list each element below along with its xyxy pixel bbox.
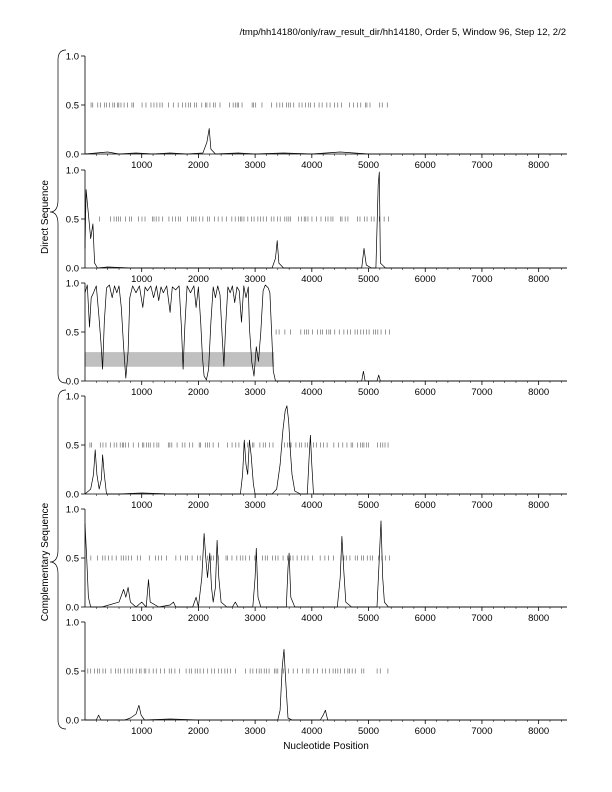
y-tick-label: 1.0: [66, 279, 79, 290]
panel-1: 0.0 0.5 1.0 1000 2000 3000 4000 5000 6000 7000 800…: [66, 52, 567, 171]
x-tick-label: 7000: [471, 160, 492, 171]
y-tick-label: 0.0: [66, 264, 79, 275]
y-tick-label: 0.5: [66, 667, 79, 678]
y-tick-label: 0.5: [66, 328, 79, 339]
panel-2: 0.0 0.5 1.0 1000 2000 3000 4000 5000 6000 7000 800…: [66, 166, 567, 285]
series-line: [84, 171, 567, 269]
x-tick-label: 5000: [358, 613, 379, 624]
chart-panels: 0.0 0.5 1.0 1000 2000 3000 4000 5000 6000 7000 800…: [66, 52, 567, 737]
x-tick-label: 8000: [528, 500, 549, 511]
group-brackets: [49, 49, 67, 730]
x-tick-label: 8000: [528, 160, 549, 171]
complementary-sequence-label: Complementary Sequence: [40, 502, 51, 621]
x-tick-label: 5000: [358, 160, 379, 171]
y-tick-label: 1.0: [66, 166, 79, 177]
panel-6: 0.0 0.5 1.0 1000 2000 3000 4000 5000 6000 7000 800…: [66, 618, 567, 737]
x-tick-label: 7000: [471, 500, 492, 511]
x-tick-label: 8000: [528, 274, 549, 285]
y-tick-label: 0.0: [66, 603, 79, 614]
x-tick-label: 3000: [245, 274, 266, 285]
panel-3: 0.0 0.5 1.0 1000 2000 3000 4000 5000 6000 7000 800…: [66, 279, 567, 398]
y-tick-label: 0.0: [66, 716, 79, 727]
y-tick-label: 0.0: [66, 150, 79, 161]
x-tick-label: 4000: [301, 500, 322, 511]
x-tick-label: 4000: [301, 613, 322, 624]
y-tick-label: 0.5: [66, 554, 79, 565]
y-tick-label: 0.0: [66, 377, 79, 388]
x-tick-label: 6000: [415, 274, 436, 285]
x-axis-title: Nucleotide Position: [283, 741, 369, 752]
x-tick-label: 5000: [358, 274, 379, 285]
complementary-bracket: [49, 389, 67, 730]
x-tick-label: 3000: [245, 500, 266, 511]
x-tick-label: 3000: [245, 160, 266, 171]
series-line: [84, 520, 567, 608]
x-tick-label: 1000: [131, 613, 152, 624]
x-tick-label: 4000: [301, 160, 322, 171]
x-tick-label: 2000: [188, 274, 209, 285]
shaded-band: [84, 352, 275, 367]
page-title: /tmp/hh14180/only/raw_result_dir/hh14180…: [239, 27, 566, 38]
x-tick-label: 6000: [415, 387, 436, 398]
x-tick-label: 5000: [358, 726, 379, 737]
x-tick-label: 3000: [245, 613, 266, 624]
x-tick-label: 1000: [131, 387, 152, 398]
y-tick-label: 1.0: [66, 618, 79, 629]
direct-sequence-label: Direct Sequence: [40, 180, 51, 254]
x-tick-label: 2000: [188, 387, 209, 398]
x-tick-label: 7000: [471, 726, 492, 737]
x-tick-label: 6000: [415, 500, 436, 511]
series-line: [84, 405, 567, 495]
series-line: [84, 284, 567, 382]
x-tick-label: 7000: [471, 274, 492, 285]
x-tick-label: 4000: [301, 274, 322, 285]
x-tick-label: 8000: [528, 387, 549, 398]
direct-bracket: [49, 49, 67, 384]
x-tick-label: 2000: [188, 726, 209, 737]
y-tick-label: 1.0: [66, 392, 79, 403]
y-tick-label: 0.5: [66, 215, 79, 226]
y-tick-label: 0.5: [66, 441, 79, 452]
x-tick-label: 4000: [301, 387, 322, 398]
y-tick-label: 1.0: [66, 505, 79, 516]
x-tick-label: 2000: [188, 500, 209, 511]
x-tick-label: 2000: [188, 160, 209, 171]
series-line: [85, 649, 567, 721]
y-tick-label: 0.5: [66, 101, 79, 112]
x-tick-label: 3000: [245, 726, 266, 737]
x-tick-label: 1000: [131, 500, 152, 511]
x-tick-label: 4000: [301, 726, 322, 737]
x-tick-label: 7000: [471, 613, 492, 624]
x-tick-label: 7000: [471, 387, 492, 398]
y-tick-label: 1.0: [66, 52, 79, 63]
x-tick-label: 1000: [131, 274, 152, 285]
x-tick-label: 8000: [528, 726, 549, 737]
x-tick-label: 6000: [415, 726, 436, 737]
x-tick-label: 5000: [358, 387, 379, 398]
panel-4: 0.0 0.5 1.0 1000 2000 3000 4000 5000 6000 7000 800…: [66, 392, 567, 511]
y-tick-label: 0.0: [66, 490, 79, 501]
x-tick-label: 8000: [528, 613, 549, 624]
series-line: [84, 128, 567, 155]
x-tick-label: 6000: [415, 613, 436, 624]
panel-5: 0.0 0.5 1.0 1000 2000 3000 4000 5000 6000 7000 800…: [66, 505, 567, 624]
x-tick-label: 1000: [131, 160, 152, 171]
x-tick-label: 1000: [131, 726, 152, 737]
x-tick-label: 2000: [188, 613, 209, 624]
x-tick-label: 3000: [245, 387, 266, 398]
x-tick-label: 5000: [358, 500, 379, 511]
x-tick-label: 6000: [415, 160, 436, 171]
